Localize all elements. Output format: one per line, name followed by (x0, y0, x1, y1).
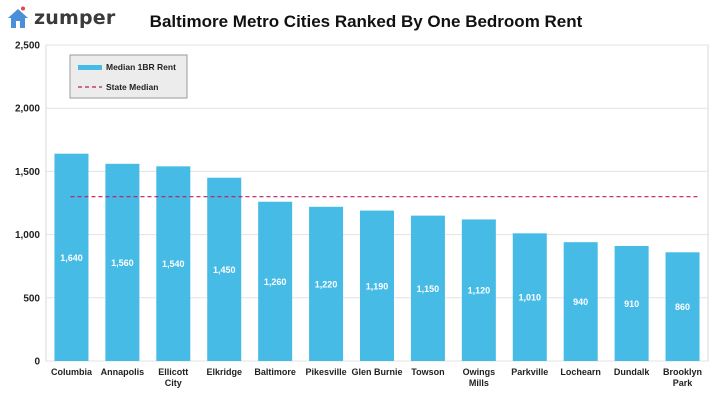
legend-label-bar: Median 1BR Rent (106, 62, 176, 72)
data-label: 1,220 (315, 279, 338, 289)
x-tick-label: Glen Burnie (351, 367, 402, 377)
data-label: 860 (675, 302, 690, 312)
bar (207, 177, 242, 361)
x-tick-label: Elkridge (206, 367, 242, 377)
y-tick-label: 2,000 (15, 104, 40, 115)
x-tick-label: Towson (411, 367, 444, 377)
legend-swatch-bar (78, 65, 102, 70)
y-tick-label: 500 (23, 293, 40, 304)
data-label: 1,150 (417, 284, 440, 294)
data-label: 1,120 (468, 286, 491, 296)
data-label: 1,010 (519, 293, 542, 303)
bar (614, 245, 649, 361)
legend-label-line: State Median (106, 82, 158, 92)
bar (309, 206, 344, 361)
data-label: 910 (624, 299, 639, 309)
bar (258, 201, 293, 361)
data-label: 1,260 (264, 277, 287, 287)
data-label: 1,640 (60, 253, 83, 263)
x-tick-label: Owings Mills (463, 367, 496, 388)
legend: Median 1BR Rent State Median (69, 54, 188, 99)
data-label: 1,190 (366, 281, 389, 291)
data-label: 940 (573, 297, 588, 307)
x-tick-label: Baltimore (254, 367, 296, 377)
house-icon (8, 6, 28, 28)
legend-box (69, 54, 188, 99)
x-tick-label: Columbia (51, 367, 93, 377)
bar (156, 166, 191, 361)
y-tick-label: 2,500 (15, 41, 40, 52)
x-tick-label: Ellicott City (158, 367, 188, 388)
bar (512, 233, 547, 361)
chart-title: Baltimore Metro Cities Ranked By One Bed… (149, 12, 583, 31)
bar (360, 210, 394, 361)
x-tick-label: Lochearn (560, 367, 601, 377)
zumper-logo: zumper (6, 5, 115, 31)
bar (54, 153, 89, 361)
data-label: 1,540 (162, 259, 185, 269)
x-tick-label: Dundalk (614, 367, 650, 377)
brand-name: zumper (34, 7, 116, 29)
x-tick-label: Pikesville (306, 367, 347, 377)
data-label: 1,560 (111, 258, 134, 268)
bar (563, 242, 598, 361)
x-tick-label: Brooklyn Park (663, 367, 702, 388)
x-tick-label: Parkville (511, 367, 548, 377)
y-tick-label: 1,500 (15, 167, 40, 178)
bar (410, 215, 445, 361)
x-tick-label: Annapolis (101, 367, 145, 377)
y-tick-label: 0 (34, 357, 40, 368)
data-label: 1,450 (213, 265, 236, 275)
bar (665, 252, 700, 361)
y-tick-label: 1,000 (15, 230, 40, 241)
bar (461, 219, 496, 361)
